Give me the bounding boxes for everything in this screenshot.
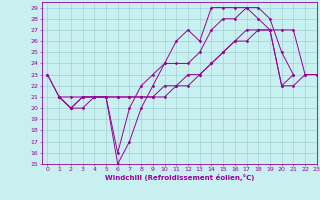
X-axis label: Windchill (Refroidissement éolien,°C): Windchill (Refroidissement éolien,°C) [105,174,254,181]
